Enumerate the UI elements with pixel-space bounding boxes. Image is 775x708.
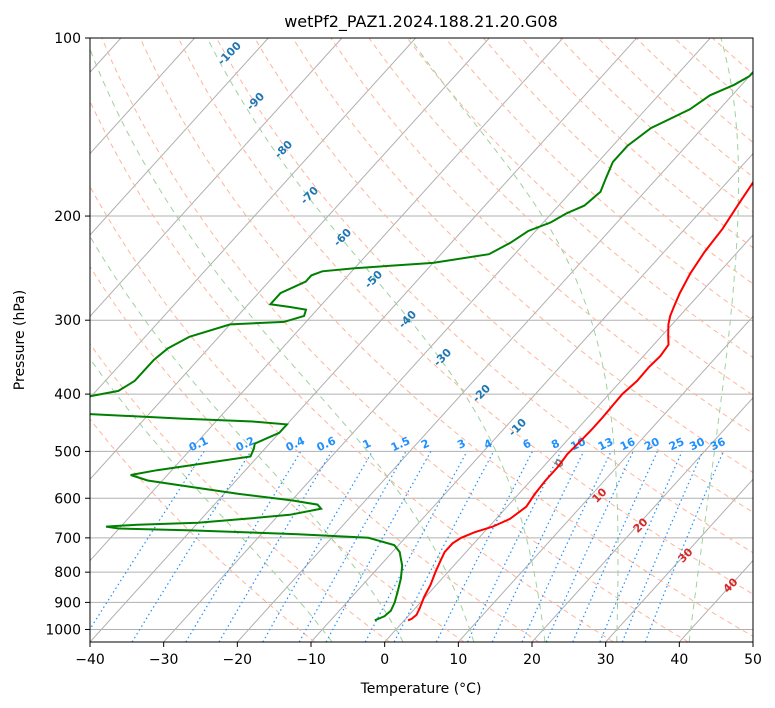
- mixing-ratio-label: 36: [708, 435, 728, 453]
- moist-adiabat: [90, 235, 404, 642]
- y-tick-label: 200: [54, 209, 81, 225]
- y-tick-label: 400: [54, 387, 81, 403]
- mixing-ratio-line: [90, 451, 205, 631]
- isotherm-line: [236, 71, 753, 642]
- x-tick-label: 30: [597, 652, 615, 668]
- mixing-ratio-label: 13: [596, 435, 615, 453]
- dry-adiabat: [406, 38, 753, 359]
- x-axis: −40 −30 −20 −10 0 10 20 30 40 50: [75, 642, 762, 668]
- mixing-ratio-label: 30: [687, 435, 707, 453]
- y-tick-label: 500: [54, 444, 81, 460]
- dry-adiabat: [139, 38, 753, 637]
- x-tick-label: −10: [296, 652, 326, 668]
- dry-adiabat: [90, 265, 465, 642]
- plot-area: 0.1 0.2 0.4 0.6 1 1.5 2 3 4 6 8 10 13 16 20 25 30 36-100-…: [90, 38, 753, 642]
- mixing-ratio-line: [364, 451, 468, 642]
- x-tick-label: 20: [523, 652, 541, 668]
- y-tick-label: 900: [54, 595, 81, 611]
- dry-adiabat: [101, 38, 689, 642]
- mixing-ratio-label: 16: [618, 435, 638, 453]
- x-tick-label: 50: [744, 652, 762, 668]
- chart-title: wetPf2_PAZ1.2024.188.21.20.G08: [284, 12, 558, 32]
- y-tick-label: 600: [54, 491, 81, 507]
- mixing-ratio-line: [185, 451, 302, 642]
- temperature-profile: [407, 180, 753, 622]
- mixing-ratio-line: [325, 451, 432, 642]
- x-tick-label: −20: [223, 652, 253, 668]
- y-tick-label: 300: [54, 313, 81, 329]
- isotherm-line: [531, 397, 753, 642]
- isotherm-line: [163, 38, 711, 642]
- dry-adiabat: [90, 99, 614, 642]
- y-tick-label: 800: [54, 565, 81, 581]
- dry-adiabat: [368, 38, 753, 396]
- isotherm-line: [310, 152, 753, 642]
- mixing-ratio-line: [491, 451, 585, 642]
- dry-adiabat: [90, 342, 390, 642]
- y-axis: 100 200 300 400 500 600 700 800 900 1000: [45, 31, 90, 638]
- moist-adiabat: [688, 38, 740, 642]
- isotherm-line: [457, 315, 753, 642]
- dry-adiabat: [90, 185, 540, 642]
- x-tick-label: 0: [380, 652, 389, 668]
- moist-adiabat: [409, 38, 619, 642]
- isotherm-line: [90, 38, 564, 562]
- x-tick-label: 40: [670, 652, 688, 668]
- isotherm-line: [90, 38, 195, 155]
- x-tick-label: 10: [449, 652, 467, 668]
- isotherm-line: [605, 478, 753, 642]
- dry-adiabat: [483, 38, 753, 285]
- isotherm-line: [90, 38, 343, 318]
- dry-adiabat: [90, 418, 316, 642]
- x-tick-label: −30: [149, 652, 179, 668]
- mixing-ratio-line: [218, 451, 333, 642]
- isotherm-line: [384, 234, 753, 642]
- plot-frame: [89, 37, 754, 643]
- dry-adiabat: [292, 38, 753, 474]
- mixing-ratio-label: 20: [642, 435, 662, 453]
- y-tick-label: 100: [54, 31, 81, 47]
- dry-adiabat: [254, 38, 753, 513]
- x-axis-label: Temperature (°C): [360, 681, 482, 697]
- isotherm-line: [90, 38, 490, 480]
- moist-adiabat: [206, 38, 546, 642]
- mixing-ratio-label: 25: [667, 435, 686, 453]
- mixing-ratio-line: [466, 451, 562, 642]
- dewpoint-profile: [90, 70, 753, 622]
- y-axis-label: Pressure (hPa): [12, 290, 28, 390]
- mixing-ratio-line: [131, 451, 252, 642]
- isotherm-line: [90, 38, 416, 399]
- isotherm-line: [90, 38, 637, 642]
- mixing-ratio-line: [521, 451, 612, 642]
- x-tick-label: −40: [75, 652, 105, 668]
- isotherm-line: [90, 38, 269, 236]
- y-tick-label: 1000: [45, 622, 81, 638]
- y-tick-label: 700: [54, 531, 81, 547]
- moist-adiabat: [90, 47, 475, 642]
